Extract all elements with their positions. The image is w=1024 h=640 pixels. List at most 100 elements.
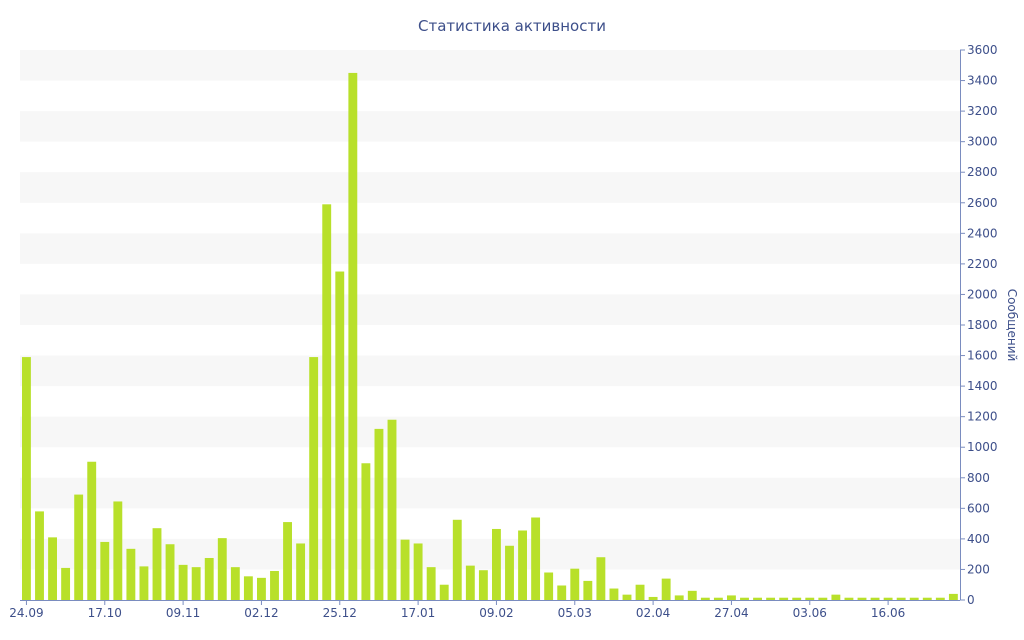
bar [544, 572, 554, 600]
bar [296, 543, 306, 600]
bar [661, 578, 671, 600]
bar [243, 576, 253, 600]
grid-band [20, 294, 960, 325]
bar [387, 419, 397, 600]
y-tick-label: 200 [967, 562, 990, 576]
y-tick-label: 1600 [967, 349, 998, 363]
bar [478, 570, 488, 600]
bar [348, 72, 358, 601]
y-tick-label: 2200 [967, 257, 998, 271]
y-tick-label: 1400 [967, 379, 998, 393]
bar [452, 519, 462, 600]
bar [909, 597, 919, 600]
bar [35, 511, 44, 600]
bar [152, 528, 162, 600]
y-tick-label: 2600 [967, 196, 998, 210]
bar [870, 597, 880, 600]
bar [309, 357, 319, 600]
x-tick-label: 03.06 [793, 606, 827, 620]
grid-band [20, 50, 960, 81]
y-axis-label: Сообщений [1005, 289, 1019, 362]
bar [139, 566, 149, 600]
bar [191, 567, 201, 600]
bar [204, 557, 214, 600]
y-tick-label: 3600 [967, 43, 998, 57]
bar [622, 594, 632, 600]
y-tick-label: 1800 [967, 318, 998, 332]
y-tick-label: 0 [967, 593, 975, 607]
grid-bands [20, 50, 960, 570]
y-tick-label: 600 [967, 501, 990, 515]
bar [505, 545, 514, 600]
bar [674, 595, 684, 600]
bar [557, 585, 567, 600]
x-tick-label: 02.04 [636, 606, 670, 620]
bar [48, 537, 57, 600]
bar [126, 548, 136, 600]
bar [857, 597, 867, 600]
bar [165, 544, 175, 600]
grid-band [20, 538, 960, 570]
y-tick-label: 2000 [967, 287, 998, 301]
bar [766, 597, 776, 600]
y-axis-ticks: 0 200 400 600 800 1000 1200 1400 1600 1800 2000 220… [960, 43, 998, 607]
bar [361, 463, 371, 600]
y-tick-label: 3000 [967, 135, 998, 149]
bar [74, 494, 84, 600]
bar [740, 597, 749, 600]
bar [792, 597, 802, 600]
bar [687, 590, 697, 600]
bar-series [22, 72, 958, 601]
bar [753, 597, 762, 600]
bar [922, 597, 932, 600]
bar [87, 461, 97, 600]
bar [896, 597, 906, 600]
bar [700, 597, 710, 600]
x-tick-label: 17.10 [88, 606, 122, 620]
bar [844, 597, 854, 600]
y-tick-label: 3200 [967, 104, 998, 118]
bar [531, 517, 541, 600]
bar [257, 577, 266, 600]
x-tick-label: 24.09 [9, 606, 43, 620]
x-tick-label: 09.02 [479, 606, 513, 620]
grid-band [20, 111, 960, 142]
bar [465, 565, 475, 601]
y-tick-label: 1200 [967, 410, 998, 424]
grid-band [20, 233, 960, 264]
bar [61, 567, 71, 600]
y-tick-label: 1000 [967, 440, 998, 454]
bar [113, 501, 123, 600]
bar [635, 584, 645, 600]
grid-band [20, 355, 960, 387]
y-tick-label: 2800 [967, 165, 998, 179]
bar [283, 522, 292, 600]
grid-band [20, 172, 960, 203]
chart-title: Статистика активности [418, 17, 606, 35]
x-tick-label: 16.06 [871, 606, 905, 620]
bar [426, 567, 436, 600]
x-tick-label: 02.12 [244, 606, 278, 620]
bar [100, 541, 110, 600]
y-tick-label: 800 [967, 471, 990, 485]
x-tick-label: 05.03 [558, 606, 592, 620]
bar [779, 597, 789, 600]
bar [583, 580, 593, 600]
x-tick-label: 27.04 [714, 606, 748, 620]
grid-band [20, 477, 960, 509]
bar [935, 597, 945, 600]
x-axis-ticks: 24.09 17.10 09.11 02.12 25.12 17.01 09.02 05.03… [9, 600, 905, 620]
bar [439, 584, 449, 600]
bar [400, 539, 410, 600]
bar [230, 567, 240, 600]
bar [178, 564, 188, 600]
bar [322, 204, 332, 600]
x-tick-label: 09.11 [166, 606, 200, 620]
bar [518, 530, 527, 600]
y-tick-label: 2400 [967, 226, 998, 240]
bar [609, 588, 619, 600]
bar [648, 596, 658, 600]
bar [270, 570, 279, 600]
y-tick-label: 400 [967, 532, 990, 546]
